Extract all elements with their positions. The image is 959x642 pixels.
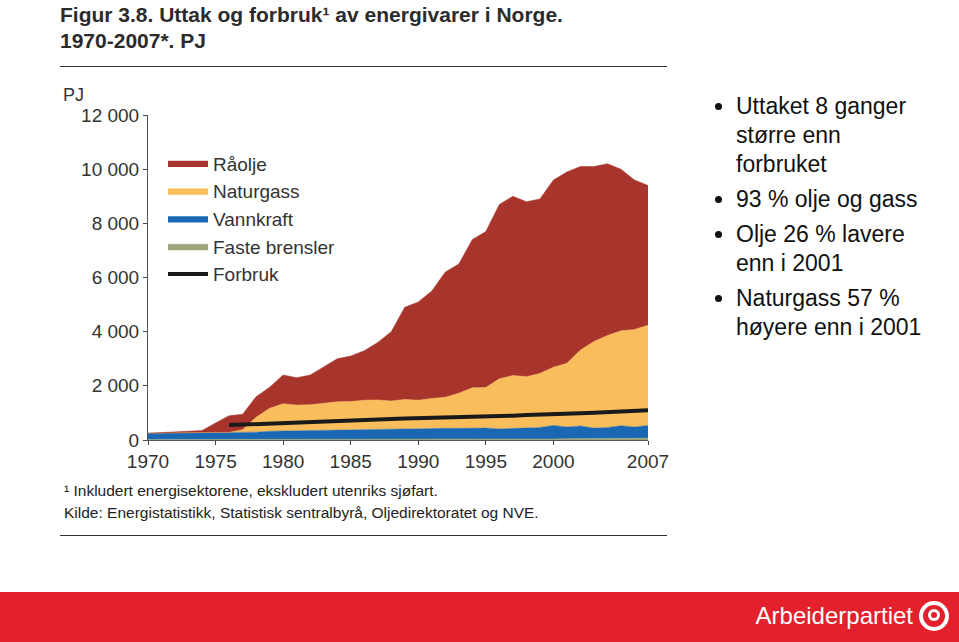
svg-text:Naturgass: Naturgass — [213, 181, 300, 202]
svg-text:1990: 1990 — [397, 451, 439, 472]
html-text:Uttaket 8 ganger større enn fo: Uttaket 8 ganger større enn forbruket — [736, 93, 907, 177]
svg-text:10 000: 10 000 — [81, 159, 139, 180]
svg-text:Faste brensler: Faste brensler — [213, 237, 335, 258]
html-text:Kilde: Energistatistikk, Stati: Kilde: Energistatistikk, Statistisk sent… — [64, 504, 539, 521]
svg-text:4 000: 4 000 — [92, 321, 140, 342]
svg-text:PJ: PJ — [63, 85, 84, 105]
html-text:Naturgass 57 % høyere enn i 20: Naturgass 57 % høyere enn i 2001 — [736, 285, 922, 340]
html-text:¹ Inkludert energisektorene, e: ¹ Inkludert energisektorene, ekskludert … — [64, 482, 438, 499]
svg-text:0: 0 — [129, 430, 140, 451]
svg-text:Vannkraft: Vannkraft — [213, 209, 294, 230]
svg-text:Forbruk: Forbruk — [213, 264, 279, 285]
svg-text:1975: 1975 — [194, 451, 236, 472]
svg-text:2000: 2000 — [532, 451, 574, 472]
svg-text:6 000: 6 000 — [92, 267, 140, 288]
html-text:Olje 26 % lavere enn i 2001: Olje 26 % lavere enn i 2001 — [736, 221, 905, 276]
html-text:93 % olje og gass: 93 % olje og gass — [736, 186, 918, 212]
svg-text:1985: 1985 — [330, 451, 372, 472]
svg-text:8 000: 8 000 — [92, 213, 140, 234]
svg-text:2 000: 2 000 — [92, 375, 140, 396]
html-text:Arbeiderpartiet: Arbeiderpartiet — [755, 602, 913, 629]
svg-text:1980: 1980 — [262, 451, 304, 472]
svg-text:Råolje: Råolje — [213, 154, 267, 175]
html-text:Figur 3.8. Uttak og forbruk¹ a: Figur 3.8. Uttak og forbruk¹ av energiva… — [60, 3, 563, 52]
svg-text:12 000: 12 000 — [81, 105, 139, 126]
svg-text:1970: 1970 — [127, 451, 169, 472]
svg-text:2007: 2007 — [627, 451, 669, 472]
svg-text:1995: 1995 — [465, 451, 507, 472]
